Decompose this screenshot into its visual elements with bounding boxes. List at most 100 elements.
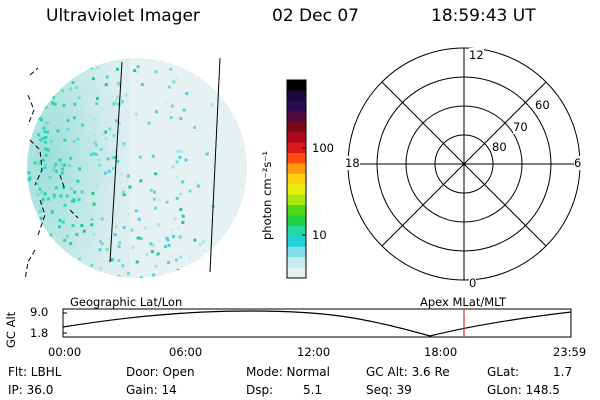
aurora-pixel	[114, 213, 118, 217]
aurora-pixel	[63, 163, 66, 167]
aurora-pixel	[104, 130, 108, 134]
colorbar-band	[287, 246, 306, 258]
aurora-pixel	[72, 198, 76, 202]
colorbar-band	[287, 236, 306, 248]
aurora-pixel	[169, 254, 173, 258]
aurora-pixel	[41, 158, 45, 162]
aurora-pixel	[58, 158, 62, 162]
aurora-pixel	[188, 255, 192, 259]
aurora-pixel	[91, 77, 95, 81]
aurora-pixel	[50, 209, 54, 213]
aurora-pixel	[46, 121, 50, 125]
info-gain: Gain: 14	[126, 383, 177, 397]
aurora-pixel	[38, 117, 42, 120]
aurora-pixel	[85, 129, 89, 132]
aurora-pixel	[105, 75, 109, 79]
aurora-pixel	[150, 250, 154, 254]
altitude-ytick-1-8: 1.8	[30, 326, 49, 340]
aurora-pixel	[194, 181, 198, 185]
aurora-pixel	[44, 147, 48, 151]
aurora-pixel	[104, 137, 108, 141]
polar-ring-80: 80	[492, 140, 507, 154]
aurora-pixel	[91, 192, 95, 195]
aurora-pixel	[69, 156, 73, 160]
colorbar-band	[287, 194, 306, 206]
colorbar-band	[287, 132, 306, 144]
aurora-pixel	[50, 210, 54, 214]
aurora-pixel	[49, 140, 53, 143]
aurora-pixel	[117, 274, 121, 278]
colorbar-band	[287, 80, 306, 91]
aurora-pixel	[98, 163, 102, 167]
aurora-pixel	[27, 171, 31, 175]
aurora-pixel	[95, 184, 99, 188]
aurora-pixel	[98, 248, 102, 252]
aurora-pixel	[38, 210, 42, 213]
altitude-ylabel: GC Alt	[4, 311, 18, 348]
aurora-pixel	[39, 216, 43, 220]
aurora-pixel	[69, 187, 73, 190]
altitude-curve	[62, 310, 572, 337]
aurora-pixel	[42, 126, 46, 130]
aurora-pixel	[111, 179, 115, 183]
aurora-pixel	[80, 224, 84, 227]
aurora-pixel	[113, 233, 117, 237]
aurora-pixel	[66, 127, 70, 131]
aurora-pixel	[185, 92, 189, 95]
info-dsp-value: 5.1	[303, 383, 323, 397]
aurora-pixel	[116, 81, 120, 85]
aurora-pixel	[77, 198, 81, 202]
aurora-pixel	[72, 116, 76, 120]
aurora-pixel	[179, 255, 183, 259]
aurora-pixel	[98, 179, 102, 183]
aurora-pixel	[103, 127, 107, 131]
altitude-ytick-9: 9.0	[30, 305, 49, 319]
aurora-pixel	[39, 138, 43, 142]
aurora-pixel	[163, 245, 167, 249]
aurora-pixel	[61, 89, 65, 93]
aurora-pixel	[154, 206, 157, 210]
polar-label-12: 12	[469, 48, 484, 62]
aurora-pixel	[90, 74, 94, 78]
aurora-pixel	[170, 104, 174, 108]
aurora-pixel	[210, 103, 214, 107]
aurora-pixel	[73, 190, 77, 194]
aurora-pixel	[151, 244, 155, 248]
aurora-pixel	[37, 160, 41, 164]
aurora-pixel	[116, 159, 120, 163]
aurora-pixel	[205, 152, 209, 156]
aurora-pixel	[90, 66, 93, 70]
aurora-pixel	[114, 225, 118, 229]
meridian-line-1	[109, 61, 123, 263]
aurora-pixel	[73, 102, 77, 106]
aurora-pixel	[94, 153, 98, 156]
aurora-pixel	[76, 179, 80, 183]
aurora-pixel	[85, 107, 89, 110]
aurora-pixel	[193, 238, 197, 242]
colorbar-band	[287, 267, 306, 279]
aurora-pixel	[131, 245, 135, 249]
aurora-pixel	[36, 193, 40, 196]
xtick-0600: 06:00	[169, 345, 203, 359]
aurora-pixel	[157, 223, 161, 227]
aurora-pixel	[77, 96, 81, 100]
aurora-pixel	[167, 260, 171, 264]
xtick-0000: 00:00	[48, 345, 82, 359]
colorbar-band	[287, 257, 306, 269]
time-label: 18:59:43 UT	[431, 6, 536, 26]
aurora-pixel	[139, 276, 143, 278]
aurora-pixel	[94, 143, 98, 147]
aurora-pixel	[115, 98, 119, 101]
aurora-pixel	[53, 165, 56, 169]
polar-ring-70: 70	[513, 120, 528, 134]
aurora-pixel	[122, 144, 126, 148]
aurora-pixel	[63, 138, 67, 142]
aurora-pixel	[122, 190, 125, 194]
aurora-pixel	[99, 147, 103, 151]
colorbar-band	[287, 100, 306, 112]
aurora-pixel	[177, 227, 181, 231]
colorbar-band	[287, 215, 306, 227]
aurora-pixel	[152, 273, 156, 277]
aurora-pixel	[106, 176, 110, 180]
aurora-pixel	[188, 189, 192, 193]
